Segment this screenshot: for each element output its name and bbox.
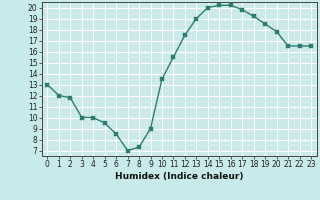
X-axis label: Humidex (Indice chaleur): Humidex (Indice chaleur) bbox=[115, 172, 244, 181]
